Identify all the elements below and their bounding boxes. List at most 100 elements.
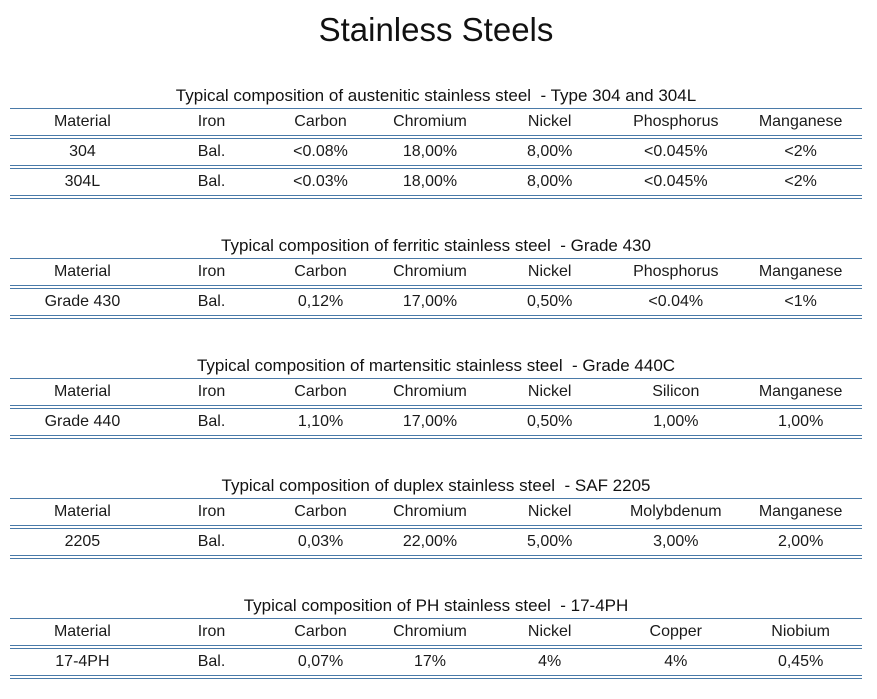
header-cell: Manganese [758, 503, 843, 520]
data-cell: 2,00% [777, 533, 824, 550]
composition-table-austenitic: Material Iron Carbon Chromium Nickel Phosphor… [10, 108, 862, 199]
data-cell: Bal. [197, 533, 226, 550]
data-cell: 17,00% [402, 293, 458, 310]
page-title: Stainless Steels [318, 11, 554, 48]
table-caption: Typical composition of austenitic stainl… [175, 86, 697, 105]
header-cell: Nickel [527, 623, 572, 640]
data-cell: Grade 440 [44, 413, 121, 430]
header-cell: Material [53, 623, 111, 640]
data-cell: Bal. [197, 653, 226, 670]
data-cell: 0,07% [297, 653, 344, 670]
header-cell: Manganese [758, 383, 843, 400]
table-caption: Typical composition of PH stainless stee… [243, 596, 629, 615]
header-cell: Carbon [294, 383, 347, 400]
data-cell: 8,00% [527, 143, 573, 160]
header-cell: Manganese [758, 263, 843, 280]
header-cell: Silicon [652, 383, 700, 400]
header-cell: Material [53, 113, 111, 130]
data-cell: <0.04% [648, 293, 704, 310]
data-cell: 5,00% [527, 533, 573, 550]
header-cell: Niobium [771, 623, 830, 640]
data-cell: Bal. [197, 143, 226, 160]
table-section-austenitic: Typical composition of austenitic stainl… [10, 86, 862, 199]
data-cell: 2205 [64, 533, 101, 550]
header-cell: Chromium [393, 503, 467, 520]
header-cell: Iron [197, 113, 226, 130]
data-cell: 18,00% [402, 143, 458, 160]
data-cell: <1% [784, 293, 817, 310]
table-row: Grade 440 Bal. 1,10% 17,00% 0,50% 1,00% 1,00% [10, 407, 862, 437]
header-cell: Nickel [527, 503, 572, 520]
table-row: 2205 Bal. 0,03% 22,00% 5,00% 3,00% 2,00% [10, 527, 862, 557]
header-cell: Material [53, 383, 111, 400]
table-header-row: Material Iron Carbon Chromium Nickel Molybden… [10, 499, 862, 527]
table-row: 304 Bal. <0.08% 18,00% 8,00% <0.045% <2% [10, 137, 862, 167]
header-cell: Iron [197, 503, 226, 520]
header-cell: Carbon [294, 503, 347, 520]
data-cell: 22,00% [402, 533, 458, 550]
data-cell: 1,10% [297, 413, 344, 430]
table-row: 304L Bal. <0.03% 18,00% 8,00% <0.045% <2% [10, 167, 862, 197]
data-cell: 17,00% [402, 413, 458, 430]
data-cell: 17-4PH [55, 653, 110, 670]
table-section-ph: Typical composition of PH stainless stee… [10, 596, 862, 679]
header-cell: Iron [197, 383, 226, 400]
data-cell: <0.08% [293, 143, 348, 160]
data-cell: <0.045% [643, 173, 708, 190]
data-cell: <2% [784, 173, 817, 190]
table-row: Grade 430 Bal. 0,12% 17,00% 0,50% <0.04% <1% [10, 287, 862, 317]
data-cell: 0,03% [297, 533, 344, 550]
header-cell: Nickel [527, 113, 572, 130]
data-cell: 8,00% [527, 173, 573, 190]
header-cell: Chromium [393, 263, 467, 280]
table-header-row: Material Iron Carbon Chromium Nickel Silicon M… [10, 379, 862, 407]
header-cell: Molybdenum [629, 503, 722, 520]
data-cell: 3,00% [653, 533, 699, 550]
header-cell: Carbon [294, 113, 347, 130]
composition-table-duplex: Material Iron Carbon Chromium Nickel Molybden… [10, 498, 862, 559]
table-row: 17-4PH Bal. 0,07% 17% 4% 4% 0,45% [10, 647, 862, 677]
header-cell: Nickel [527, 383, 572, 400]
data-cell: 4% [538, 653, 562, 670]
header-cell: Phosphorus [633, 113, 719, 130]
header-cell: Iron [197, 263, 226, 280]
header-cell: Manganese [758, 113, 843, 130]
data-cell: <2% [784, 143, 817, 160]
header-cell: Carbon [294, 623, 347, 640]
table-section-duplex: Typical composition of duplex stainless … [10, 476, 862, 559]
data-cell: 0,50% [527, 413, 573, 430]
data-cell: 1,00% [653, 413, 699, 430]
data-cell: 4% [664, 653, 688, 670]
header-cell: Chromium [393, 383, 467, 400]
header-cell: Iron [197, 623, 226, 640]
composition-table-ph: Material Iron Carbon Chromium Nickel Copper Ni… [10, 618, 862, 679]
document-page: Stainless Steels Typical composition of … [10, 8, 862, 679]
table-section-martensitic: Typical composition of martensitic stain… [10, 356, 862, 439]
header-cell: Material [53, 503, 111, 520]
data-cell: 18,00% [402, 173, 458, 190]
table-header-row: Material Iron Carbon Chromium Nickel Phosphor… [10, 259, 862, 287]
table-header-row: Material Iron Carbon Chromium Nickel Phosphor… [10, 109, 862, 137]
data-cell: Bal. [197, 293, 226, 310]
composition-table-martensitic: Material Iron Carbon Chromium Nickel Silicon M… [10, 378, 862, 439]
header-cell: Nickel [527, 263, 572, 280]
data-cell: Grade 430 [44, 293, 121, 310]
data-cell: Bal. [197, 173, 226, 190]
data-cell: <0.03% [293, 173, 348, 190]
table-header-row: Material Iron Carbon Chromium Nickel Copper Ni… [10, 619, 862, 647]
data-cell: 17% [413, 653, 447, 670]
data-cell: 0,12% [297, 293, 344, 310]
header-cell: Chromium [393, 113, 467, 130]
data-cell: 1,00% [777, 413, 824, 430]
data-cell: <0.045% [643, 143, 708, 160]
composition-table-ferritic: Material Iron Carbon Chromium Nickel Phosphor… [10, 258, 862, 319]
header-cell: Phosphorus [633, 263, 719, 280]
header-cell: Chromium [393, 623, 467, 640]
table-section-ferritic: Typical composition of ferritic stainles… [10, 236, 862, 319]
data-cell: 0,45% [777, 653, 824, 670]
data-cell: 304 [69, 143, 96, 160]
data-cell: 0,50% [527, 293, 573, 310]
header-cell: Carbon [294, 263, 347, 280]
data-cell: Bal. [197, 413, 226, 430]
table-caption: Typical composition of duplex stainless … [221, 476, 651, 495]
